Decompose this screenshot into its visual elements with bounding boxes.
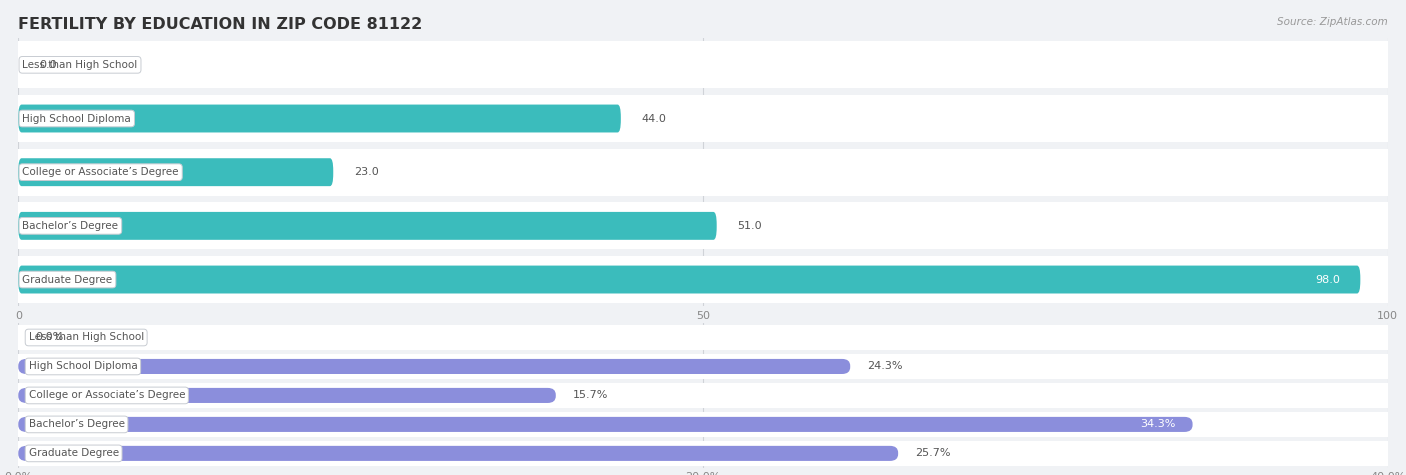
- FancyBboxPatch shape: [18, 149, 1388, 196]
- Text: Less than High School: Less than High School: [22, 60, 138, 70]
- FancyBboxPatch shape: [18, 104, 621, 133]
- Text: High School Diploma: High School Diploma: [22, 114, 131, 124]
- FancyBboxPatch shape: [18, 441, 1388, 466]
- Text: Graduate Degree: Graduate Degree: [28, 448, 118, 458]
- FancyBboxPatch shape: [18, 41, 1388, 88]
- FancyBboxPatch shape: [18, 158, 333, 186]
- Text: 44.0: 44.0: [641, 114, 666, 124]
- FancyBboxPatch shape: [18, 266, 1361, 294]
- Text: 15.7%: 15.7%: [572, 390, 609, 400]
- Text: 24.3%: 24.3%: [868, 361, 903, 371]
- FancyBboxPatch shape: [18, 417, 1192, 432]
- FancyBboxPatch shape: [18, 354, 1388, 379]
- Text: 23.0: 23.0: [354, 167, 378, 177]
- Text: College or Associate’s Degree: College or Associate’s Degree: [22, 167, 179, 177]
- FancyBboxPatch shape: [18, 383, 1388, 408]
- FancyBboxPatch shape: [18, 202, 1388, 249]
- FancyBboxPatch shape: [18, 256, 1388, 303]
- FancyBboxPatch shape: [18, 446, 898, 461]
- FancyBboxPatch shape: [18, 212, 717, 240]
- Text: Less than High School: Less than High School: [28, 332, 143, 342]
- Text: Source: ZipAtlas.com: Source: ZipAtlas.com: [1277, 17, 1388, 27]
- FancyBboxPatch shape: [18, 412, 1388, 437]
- Text: College or Associate’s Degree: College or Associate’s Degree: [28, 390, 186, 400]
- Text: Bachelor’s Degree: Bachelor’s Degree: [28, 419, 125, 429]
- Text: 51.0: 51.0: [737, 221, 762, 231]
- FancyBboxPatch shape: [18, 325, 1388, 350]
- FancyBboxPatch shape: [18, 359, 851, 374]
- Text: 0.0: 0.0: [39, 60, 56, 70]
- Text: Bachelor’s Degree: Bachelor’s Degree: [22, 221, 118, 231]
- FancyBboxPatch shape: [18, 388, 555, 403]
- Text: 0.0%: 0.0%: [35, 332, 63, 342]
- Text: 25.7%: 25.7%: [915, 448, 950, 458]
- Text: 34.3%: 34.3%: [1140, 419, 1175, 429]
- FancyBboxPatch shape: [18, 95, 1388, 142]
- Text: Graduate Degree: Graduate Degree: [22, 275, 112, 285]
- Text: High School Diploma: High School Diploma: [28, 361, 138, 371]
- Text: 98.0: 98.0: [1315, 275, 1340, 285]
- Text: FERTILITY BY EDUCATION IN ZIP CODE 81122: FERTILITY BY EDUCATION IN ZIP CODE 81122: [18, 17, 423, 32]
